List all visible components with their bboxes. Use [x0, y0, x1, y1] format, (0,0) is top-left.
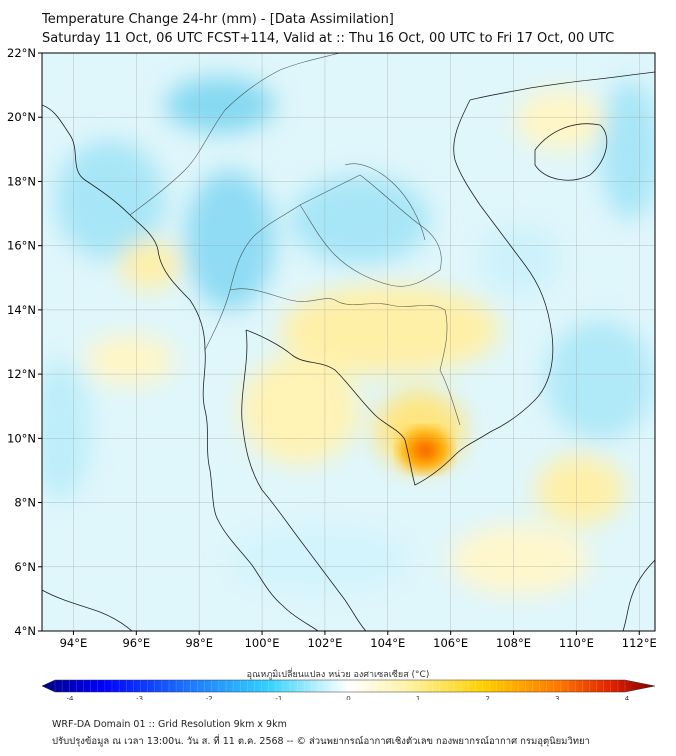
colorbar-tick-label: -1 — [275, 695, 282, 700]
lon-tick-label: 112°E — [622, 636, 657, 650]
lat-tick-label: 20°N — [7, 110, 36, 124]
lat-tick-label: 8°N — [14, 496, 36, 510]
map-title: Temperature Change 24-hr (mm) - [Data As… — [42, 12, 394, 27]
colorbar-tick-label: 0 — [346, 695, 350, 700]
lon-tick-label: 94°E — [60, 636, 88, 650]
lat-tick-label: 14°N — [7, 303, 36, 317]
colorbar-tick-label: 3 — [555, 695, 559, 700]
colorbar-tick-label: -3 — [136, 695, 143, 700]
lon-tick-label: 102°E — [307, 636, 342, 650]
latitude-axis: 22°N 20°N 18°N 16°N 14°N 12°N 10°N 8°N 6°N 4°N — [7, 46, 42, 638]
colorbar-tick-label: -4 — [67, 695, 75, 700]
lon-tick-label: 106°E — [433, 636, 468, 650]
lat-tick-label: 4°N — [14, 624, 36, 638]
colorbar-tick-label: -2 — [206, 695, 213, 700]
colorbar-tick-label: 2 — [486, 695, 490, 700]
colorbar: -4 -3 -2 -1 0 1 2 3 4 — [41, 679, 656, 700]
country-borders — [129, 53, 461, 426]
footer-credit: ปรับปรุงข้อมูล ณ เวลา 13:00น. วัน ส. ที่… — [52, 736, 590, 747]
lat-tick-label: 16°N — [7, 239, 36, 253]
lat-tick-label: 10°N — [7, 431, 36, 445]
temperature-field — [42, 53, 655, 631]
longitude-axis: 94°E 96°E 98°E 100°E 102°E 104°E 106°E 108°E 110… — [60, 631, 657, 650]
coastlines — [42, 71, 655, 631]
lat-tick-label: 22°N — [7, 46, 36, 60]
lat-tick-label: 18°N — [7, 174, 36, 188]
lon-tick-label: 98°E — [185, 636, 213, 650]
lon-tick-label: 110°E — [559, 636, 594, 650]
footer-model-info: WRF-DA Domain 01 :: Grid Resolution 9km … — [52, 719, 287, 730]
graticule — [42, 53, 655, 631]
lon-tick-label: 108°E — [496, 636, 531, 650]
plot-frame — [41, 52, 656, 632]
lon-tick-label: 96°E — [122, 636, 150, 650]
lat-tick-label: 12°N — [7, 367, 36, 381]
colorbar-tick-label: 4 — [625, 695, 630, 700]
colorbar-label: อุณหภูมิเปลี่ยนแปลง หน่วย องศาเซลเซียส (… — [246, 670, 430, 680]
lat-tick-label: 6°N — [14, 560, 36, 574]
lon-tick-label: 100°E — [245, 636, 280, 650]
colorbar-tick-label: 1 — [416, 695, 420, 700]
map-subtitle: Saturday 11 Oct, 06 UTC FCST+114, Valid … — [42, 31, 615, 46]
lon-tick-label: 104°E — [370, 636, 405, 650]
temperature-change-map: 94°E 96°E 98°E 100°E 102°E 104°E 106°E 108°E 110… — [7, 46, 657, 700]
